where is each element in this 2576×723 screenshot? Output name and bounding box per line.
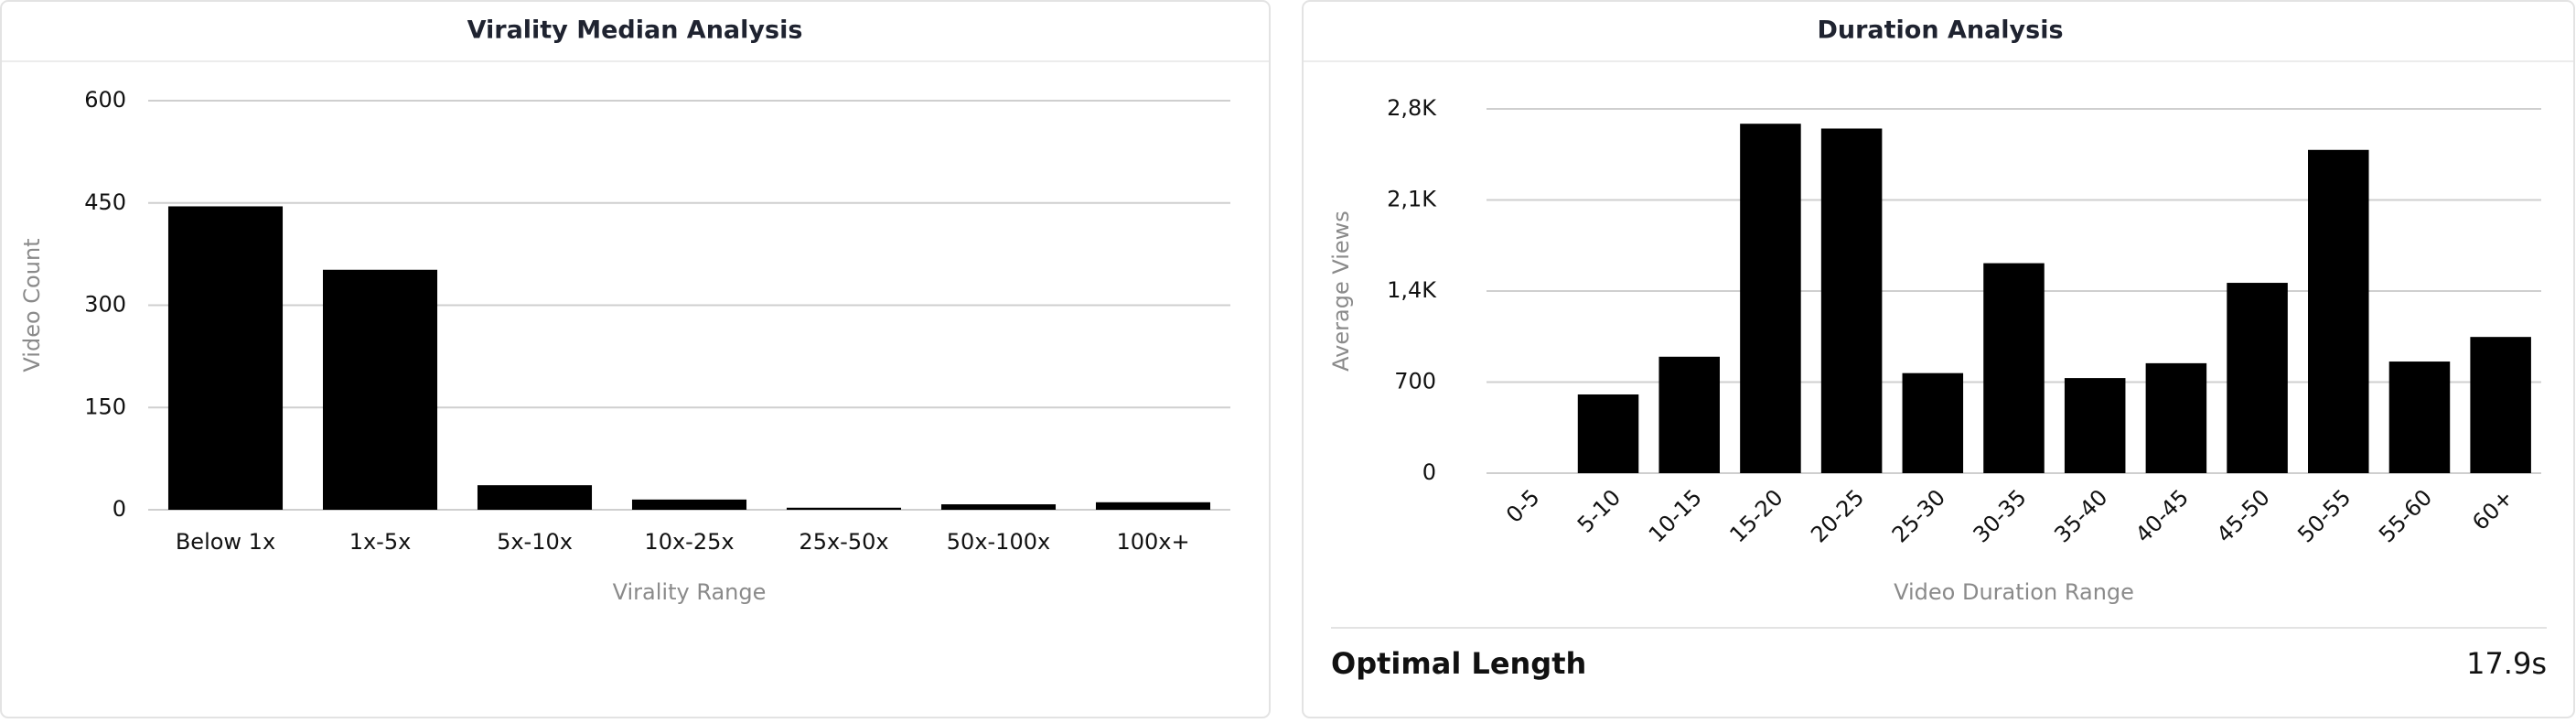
y-tick-label: 450 [84, 189, 126, 215]
x-tick-label: 10x-25x [644, 529, 734, 555]
bar [2064, 378, 2126, 473]
bar [1577, 394, 1639, 473]
bar [322, 269, 438, 510]
x-tick-label: 50x-100x [947, 529, 1050, 555]
bar [631, 499, 747, 510]
bar [1095, 502, 1211, 510]
x-tick-label: 5x-10x [497, 529, 573, 555]
bar [1983, 263, 2045, 473]
y-tick-label: 2,1K [1387, 187, 1437, 212]
bar [1820, 128, 1883, 474]
bar [2388, 362, 2451, 473]
x-axis-title: Virality Range [613, 579, 767, 605]
chart-title: Virality Median Analysis [467, 16, 803, 45]
bar [2145, 362, 2207, 473]
bar [1902, 372, 1964, 473]
bar [477, 485, 593, 510]
panel-right [1302, 0, 2575, 718]
y-tick-label: 2,8K [1387, 95, 1437, 121]
x-tick-label: 1x-5x [349, 529, 412, 555]
x-tick-label: 100x+ [1116, 529, 1189, 555]
y-axis-title: Video Count [19, 238, 45, 372]
panel-left [0, 0, 1271, 718]
y-tick-label: 700 [1394, 369, 1436, 394]
y-tick-label: 300 [84, 292, 126, 318]
bar [786, 507, 902, 510]
bar [1658, 356, 1720, 473]
bar [2308, 149, 2369, 473]
summary-label: Optimal Length [1331, 646, 1586, 681]
bar [940, 504, 1057, 510]
x-axis-title: Video Duration Range [1894, 579, 2134, 605]
y-tick-label: 600 [84, 87, 126, 113]
x-tick-label: 25x-50x [799, 529, 888, 555]
y-tick-label: 1,4K [1387, 277, 1437, 303]
bar [167, 206, 284, 510]
bar [2470, 337, 2531, 473]
bar [1740, 124, 1801, 473]
y-tick-label: 0 [1422, 459, 1436, 485]
chart-title: Duration Analysis [1817, 16, 2063, 45]
bar [2227, 283, 2288, 473]
y-axis-title: Average Views [1328, 210, 1354, 372]
summary-value: 17.9s [2466, 646, 2547, 681]
y-tick-label: 0 [113, 496, 126, 522]
y-tick-label: 150 [84, 394, 126, 419]
x-tick-label: Below 1x [176, 529, 275, 555]
